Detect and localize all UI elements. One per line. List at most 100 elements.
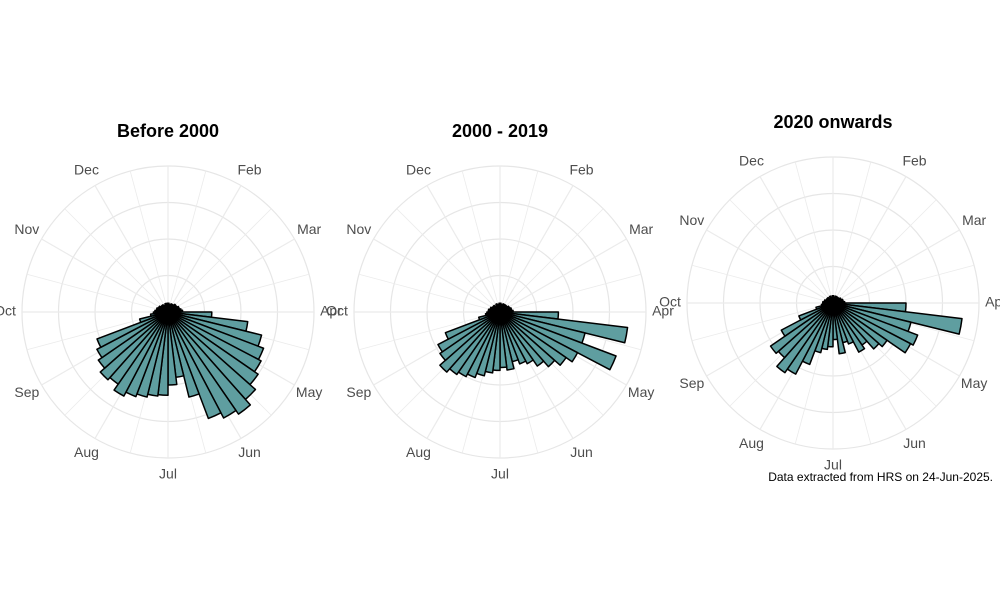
grid-spoke bbox=[691, 264, 834, 304]
bar bbox=[439, 311, 501, 373]
bar bbox=[769, 302, 834, 355]
grid-spoke bbox=[167, 273, 310, 313]
grid-spoke bbox=[499, 185, 574, 313]
caption: Data extracted from HRS on 24-Jun-2025. bbox=[768, 470, 993, 484]
grid-spoke bbox=[832, 161, 872, 304]
bar bbox=[831, 294, 834, 304]
bar bbox=[113, 311, 169, 397]
bar bbox=[832, 302, 855, 345]
grid-spoke bbox=[373, 238, 501, 313]
bar bbox=[499, 311, 556, 368]
bar bbox=[832, 302, 846, 355]
month-label: Nov bbox=[346, 221, 371, 237]
bar bbox=[832, 302, 866, 353]
bar bbox=[780, 302, 834, 337]
month-label: Aug bbox=[739, 435, 764, 451]
month-label: Apr bbox=[320, 303, 342, 319]
month-label: Jul bbox=[824, 457, 842, 473]
grid-spoke bbox=[499, 238, 627, 313]
bar bbox=[499, 311, 534, 365]
month-label: Apr bbox=[652, 303, 674, 319]
month-label: May bbox=[961, 375, 987, 391]
grid-spoke bbox=[691, 302, 834, 342]
month-label: Feb bbox=[237, 162, 261, 178]
bar bbox=[166, 302, 169, 313]
grid-spoke bbox=[499, 170, 539, 313]
bar bbox=[444, 311, 501, 340]
bar bbox=[499, 311, 579, 363]
grid-spoke bbox=[499, 208, 604, 313]
bar bbox=[832, 302, 880, 350]
grid-spoke bbox=[706, 229, 834, 304]
grid-spoke bbox=[499, 273, 642, 313]
chart-title: 2020 onwards bbox=[773, 112, 892, 132]
bar bbox=[167, 311, 222, 420]
bar bbox=[832, 302, 912, 354]
month-label: Jul bbox=[159, 466, 177, 482]
grid-spoke bbox=[832, 176, 907, 304]
bar bbox=[439, 311, 501, 362]
month-label: Aug bbox=[74, 444, 99, 460]
grid-spoke bbox=[832, 264, 975, 304]
grid-spoke bbox=[64, 208, 169, 313]
grid-spoke bbox=[358, 273, 501, 313]
month-label: Dec bbox=[74, 162, 99, 178]
month-label: Apr bbox=[985, 294, 1000, 310]
bar bbox=[138, 311, 169, 324]
month-label: Feb bbox=[902, 153, 926, 169]
grid-spoke bbox=[759, 176, 834, 304]
grid-spoke bbox=[167, 208, 272, 313]
grid-spoke bbox=[729, 199, 834, 304]
bar bbox=[798, 302, 834, 321]
bar bbox=[499, 311, 515, 371]
grid-spoke bbox=[832, 199, 937, 304]
month-label: May bbox=[628, 384, 654, 400]
grid-spoke bbox=[167, 238, 295, 313]
bar bbox=[776, 302, 834, 374]
month-label: Mar bbox=[629, 221, 653, 237]
grid-spoke bbox=[832, 229, 960, 304]
chart-title: Before 2000 bbox=[117, 121, 219, 141]
month-label: Aug bbox=[406, 444, 431, 460]
bar bbox=[167, 311, 237, 419]
grid-spoke bbox=[129, 170, 169, 313]
grid-spoke bbox=[396, 208, 501, 313]
month-label: Sep bbox=[679, 375, 704, 391]
month-label: Nov bbox=[679, 212, 704, 228]
bar bbox=[96, 311, 169, 349]
grid-spoke bbox=[167, 185, 242, 313]
month-label: Mar bbox=[962, 212, 986, 228]
grid-spoke bbox=[794, 161, 834, 304]
bar bbox=[96, 311, 169, 359]
month-label: Dec bbox=[406, 162, 431, 178]
month-label: Jun bbox=[903, 435, 926, 451]
month-label: Dec bbox=[739, 153, 764, 169]
bar bbox=[499, 311, 545, 367]
grid-spoke bbox=[41, 238, 169, 313]
bar bbox=[99, 311, 169, 381]
bar bbox=[167, 311, 200, 398]
month-label: Oct bbox=[659, 294, 681, 310]
month-label: Nov bbox=[14, 221, 39, 237]
bar bbox=[167, 311, 252, 415]
month-label: Jul bbox=[491, 466, 509, 482]
month-label: Oct bbox=[326, 303, 348, 319]
bar bbox=[437, 311, 501, 353]
grid-spoke bbox=[26, 273, 169, 313]
grid-spoke bbox=[461, 170, 501, 313]
grid-spoke bbox=[426, 185, 501, 313]
grid-spoke bbox=[167, 170, 207, 313]
bar bbox=[832, 302, 888, 348]
bar bbox=[499, 311, 527, 365]
month-label: Mar bbox=[297, 221, 321, 237]
month-label: Sep bbox=[346, 384, 371, 400]
month-label: May bbox=[296, 384, 322, 400]
bar bbox=[97, 311, 169, 369]
bar bbox=[499, 311, 567, 366]
month-label: Feb bbox=[569, 162, 593, 178]
grid-spoke bbox=[94, 185, 169, 313]
month-label: Jun bbox=[238, 444, 261, 460]
month-label: Sep bbox=[14, 384, 39, 400]
bar bbox=[498, 302, 501, 313]
